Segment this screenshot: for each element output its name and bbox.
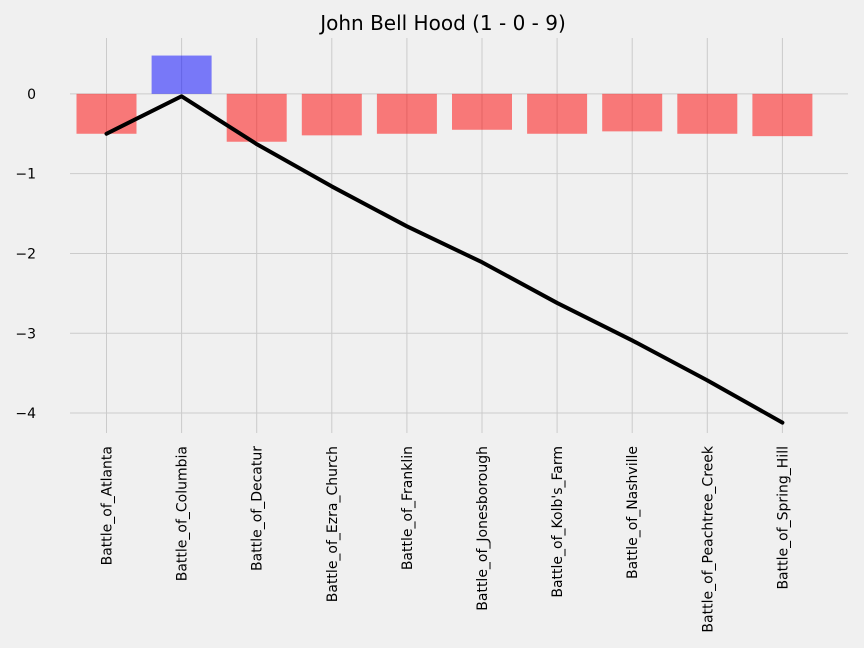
bar — [76, 93, 137, 134]
bar — [226, 93, 287, 142]
x-tick-label: Battle_of_Spring_Hill — [775, 446, 791, 590]
y-tick-label: −3 — [15, 326, 36, 342]
y-tick-label: 0 — [27, 87, 36, 103]
bar — [677, 93, 738, 134]
x-tick-label: Battle_of_Kolb's_Farm — [550, 446, 566, 598]
bar — [301, 93, 362, 136]
x-tick-label: Battle_of_Jonesborough — [475, 446, 491, 611]
bar — [151, 55, 212, 94]
bar — [376, 93, 437, 134]
y-tick-label: −1 — [15, 167, 36, 183]
x-tick-label: Battle_of_Atlanta — [100, 446, 116, 565]
x-tick-label: Battle_of_Ezra_Church — [325, 446, 341, 602]
cumulative-line-path — [104, 94, 785, 425]
bar — [452, 93, 512, 130]
x-tick-label: Battle_of_Decatur — [250, 446, 266, 571]
bar — [752, 93, 813, 137]
bar — [602, 93, 663, 132]
x-tick-label: Battle_of_Franklin — [400, 446, 416, 570]
y-tick-label: −4 — [15, 406, 36, 422]
bars — [76, 55, 813, 142]
chart-title: John Bell Hood (1 - 0 - 9) — [318, 11, 566, 35]
bar — [527, 93, 588, 134]
y-axis-ticks: 0 −1 −2 −3 −4 — [15, 87, 36, 422]
x-tick-label: Battle_of_Columbia — [175, 446, 191, 581]
y-tick-label: −2 — [15, 246, 36, 262]
cumulative-line — [104, 94, 785, 425]
x-tick-label: Battle_of_Nashville — [625, 446, 641, 579]
x-tick-label: Battle_of_Peachtree_Creek — [700, 445, 716, 632]
x-axis-ticks: Battle_of_Atlanta Battle_of_Columbia Battl… — [100, 445, 792, 632]
